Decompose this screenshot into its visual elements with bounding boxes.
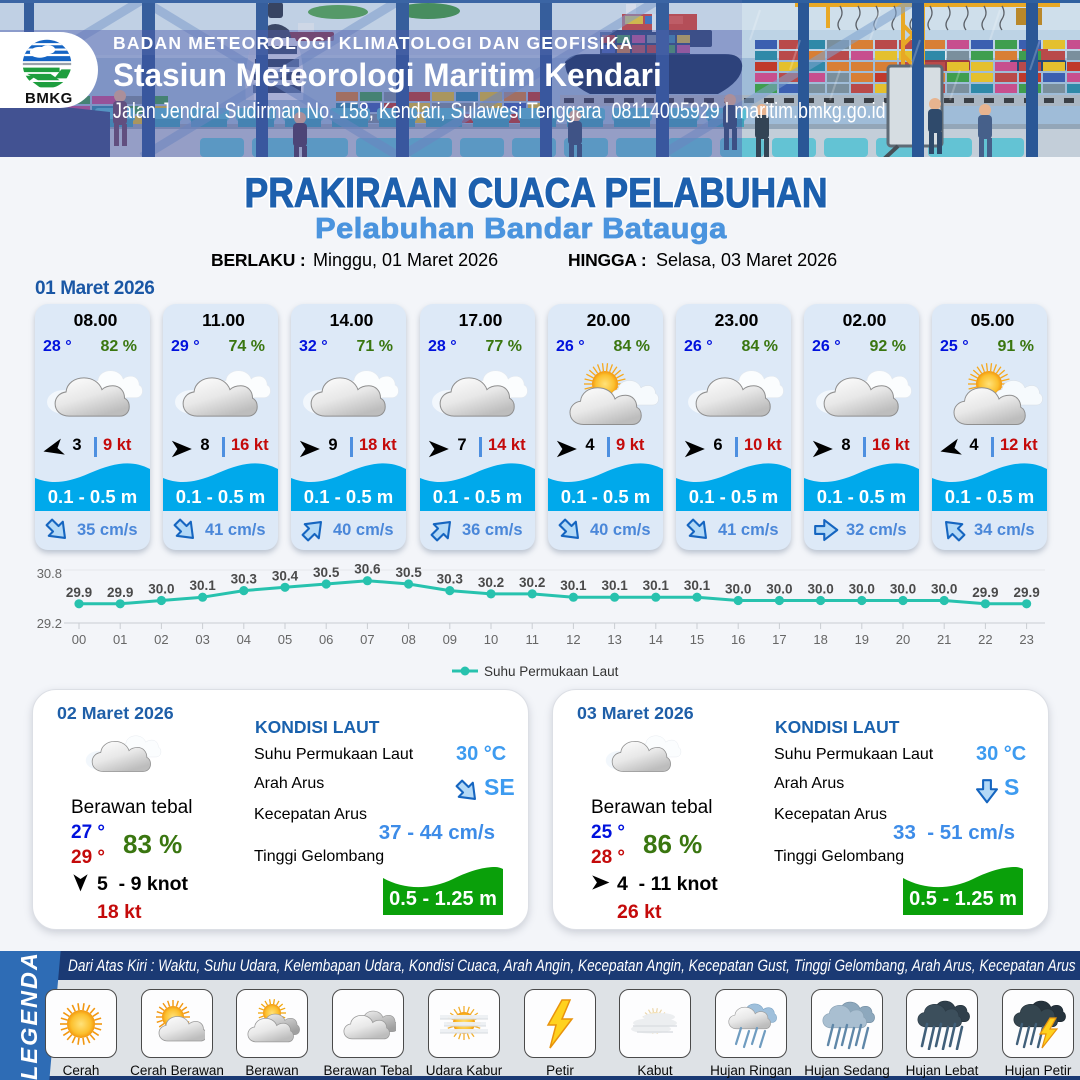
svg-text:08: 08 — [401, 632, 415, 647]
svg-text:29.9: 29.9 — [972, 585, 998, 600]
svg-text:Suhu Permukaan Laut: Suhu Permukaan Laut — [484, 664, 619, 679]
svg-text:30.1: 30.1 — [643, 578, 670, 593]
svg-text:14: 14 — [649, 632, 663, 647]
svg-text:18: 18 — [813, 632, 827, 647]
svg-text:19: 19 — [855, 632, 869, 647]
svg-text:30.1: 30.1 — [601, 578, 628, 593]
svg-text:04: 04 — [237, 632, 251, 647]
svg-text:30.1: 30.1 — [684, 578, 711, 593]
svg-text:15: 15 — [690, 632, 704, 647]
svg-text:30.0: 30.0 — [807, 582, 833, 597]
svg-text:30.3: 30.3 — [231, 572, 258, 587]
svg-text:22: 22 — [978, 632, 992, 647]
svg-text:30.8: 30.8 — [37, 566, 62, 581]
svg-text:30.6: 30.6 — [354, 562, 381, 577]
svg-text:01: 01 — [113, 632, 127, 647]
svg-text:06: 06 — [319, 632, 333, 647]
svg-text:16: 16 — [731, 632, 745, 647]
svg-text:29.9: 29.9 — [1013, 585, 1039, 600]
svg-text:30.0: 30.0 — [849, 582, 875, 597]
svg-text:30.0: 30.0 — [725, 582, 751, 597]
svg-text:0.5 - 1.25 m: 0.5 - 1.25 m — [909, 888, 1017, 910]
svg-text:30.5: 30.5 — [395, 565, 422, 580]
svg-text:30.2: 30.2 — [519, 575, 545, 590]
svg-text:29.2: 29.2 — [37, 616, 62, 631]
svg-text:30.3: 30.3 — [437, 572, 464, 587]
svg-text:23: 23 — [1019, 632, 1033, 647]
svg-text:30.1: 30.1 — [560, 578, 587, 593]
svg-text:30.1: 30.1 — [189, 578, 216, 593]
svg-text:00: 00 — [72, 632, 86, 647]
svg-text:13: 13 — [607, 632, 621, 647]
svg-text:11: 11 — [525, 632, 539, 647]
svg-text:17: 17 — [772, 632, 786, 647]
svg-text:30.2: 30.2 — [478, 575, 504, 590]
svg-text:10: 10 — [484, 632, 498, 647]
svg-text:07: 07 — [360, 632, 374, 647]
svg-text:0.5 - 1.25 m: 0.5 - 1.25 m — [389, 888, 497, 910]
svg-text:30.4: 30.4 — [272, 568, 299, 583]
svg-text:29.9: 29.9 — [66, 585, 92, 600]
svg-text:21: 21 — [937, 632, 951, 647]
svg-text:12: 12 — [566, 632, 580, 647]
svg-text:30.0: 30.0 — [148, 582, 174, 597]
svg-text:29.9: 29.9 — [107, 585, 133, 600]
svg-text:30.5: 30.5 — [313, 565, 340, 580]
svg-text:30.0: 30.0 — [890, 582, 916, 597]
svg-text:02: 02 — [154, 632, 168, 647]
svg-text:30.0: 30.0 — [766, 582, 792, 597]
svg-text:03: 03 — [195, 632, 209, 647]
svg-text:09: 09 — [443, 632, 457, 647]
svg-text:05: 05 — [278, 632, 292, 647]
svg-text:20: 20 — [896, 632, 910, 647]
svg-text:30.0: 30.0 — [931, 582, 957, 597]
